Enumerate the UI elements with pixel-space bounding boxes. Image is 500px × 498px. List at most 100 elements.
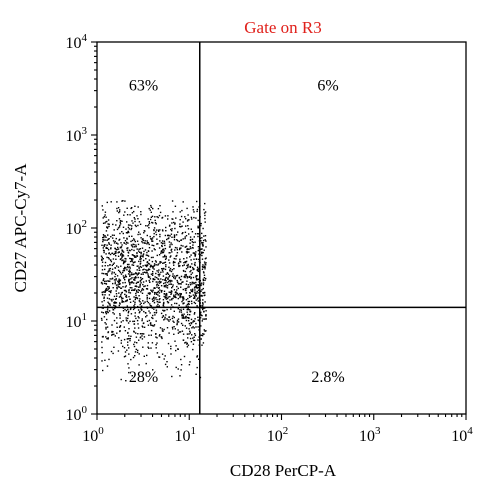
scatter-point	[110, 260, 113, 263]
scatter-point	[133, 289, 135, 291]
scatter-point	[189, 330, 191, 332]
scatter-point	[112, 352, 114, 355]
scatter-point	[147, 342, 149, 344]
scatter-point	[164, 244, 166, 247]
scatter-point	[174, 291, 177, 294]
scatter-point	[133, 273, 135, 275]
scatter-point	[147, 275, 149, 277]
scatter-point	[186, 333, 189, 335]
scatter-point	[152, 270, 154, 273]
scatter-point	[134, 303, 136, 305]
scatter-point	[123, 338, 126, 341]
scatter-point	[154, 222, 157, 224]
scatter-point	[115, 255, 117, 257]
scatter-point	[126, 269, 128, 271]
scatter-point	[146, 320, 149, 322]
scatter-point	[188, 303, 190, 305]
scatter-point	[106, 309, 109, 311]
scatter-point	[164, 285, 167, 287]
scatter-point	[173, 236, 176, 239]
scatter-point	[150, 322, 152, 324]
scatter-point	[173, 264, 175, 266]
scatter-point	[174, 295, 176, 297]
scatter-point	[195, 293, 197, 295]
scatter-point	[119, 221, 121, 224]
scatter-point	[135, 285, 137, 287]
scatter-point	[137, 333, 139, 335]
scatter-point	[205, 315, 207, 317]
scatter-point	[194, 241, 196, 243]
scatter-point	[203, 318, 206, 320]
scatter-point	[127, 317, 129, 320]
scatter-point	[138, 221, 141, 223]
scatter-point	[162, 315, 164, 317]
scatter-point	[189, 271, 191, 273]
scatter-point	[129, 337, 131, 340]
scatter-point	[104, 244, 106, 246]
scatter-point	[200, 290, 202, 292]
scatter-point	[146, 270, 148, 272]
scatter-point	[186, 311, 188, 313]
scatter-point	[194, 261, 196, 264]
scatter-point	[139, 248, 141, 250]
scatter-point	[159, 273, 161, 276]
scatter-point	[188, 251, 190, 253]
scatter-point	[167, 218, 169, 220]
scatter-point	[189, 246, 191, 248]
scatter-point	[122, 270, 124, 272]
scatter-point	[198, 227, 200, 229]
scatter-point	[102, 236, 104, 239]
scatter-point	[153, 235, 155, 238]
scatter-point	[186, 343, 188, 345]
scatter-point	[179, 295, 182, 298]
scatter-point	[165, 286, 167, 288]
scatter-point	[117, 252, 119, 254]
scatter-point	[159, 262, 161, 264]
scatter-point	[117, 284, 119, 286]
scatter-point	[183, 264, 185, 266]
scatter-point	[125, 276, 128, 278]
scatter-point	[177, 294, 180, 296]
y-tick-label-4: 104	[66, 32, 88, 52]
scatter-point	[175, 217, 177, 219]
scatter-point	[164, 247, 167, 250]
scatter-point	[179, 331, 182, 333]
scatter-point	[161, 240, 164, 242]
scatter-point	[101, 261, 104, 263]
scatter-point	[105, 313, 108, 315]
scatter-point	[113, 302, 115, 304]
scatter-point	[164, 261, 167, 263]
scatter-point	[165, 314, 167, 316]
y-tick-label-2: 102	[66, 218, 88, 238]
scatter-point	[152, 207, 154, 210]
scatter-point	[107, 280, 110, 282]
scatter-point	[168, 291, 170, 293]
scatter-point	[180, 364, 183, 366]
scatter-point	[174, 340, 176, 342]
scatter-point	[162, 248, 165, 250]
scatter-point	[128, 353, 130, 355]
scatter-point	[158, 275, 160, 277]
scatter-point	[147, 262, 150, 265]
scatter-point	[108, 243, 110, 245]
scatter-point	[113, 279, 116, 281]
scatter-point	[185, 260, 188, 263]
scatter-point	[139, 301, 141, 303]
scatter-point	[194, 333, 196, 335]
scatter-point	[163, 285, 166, 287]
scatter-point	[129, 298, 131, 300]
scatter-point	[156, 298, 158, 301]
scatter-point	[142, 273, 144, 275]
scatter-point	[112, 287, 114, 289]
scatter-point	[114, 282, 116, 285]
scatter-point	[155, 272, 157, 275]
scatter-point	[170, 283, 172, 285]
scatter-point	[203, 266, 205, 268]
scatter-point	[134, 312, 136, 314]
scatter-point	[151, 237, 154, 239]
scatter-point	[192, 244, 194, 246]
scatter-point	[203, 274, 206, 276]
scatter-point	[164, 316, 166, 319]
scatter-point	[155, 333, 157, 335]
scatter-point	[184, 342, 186, 344]
